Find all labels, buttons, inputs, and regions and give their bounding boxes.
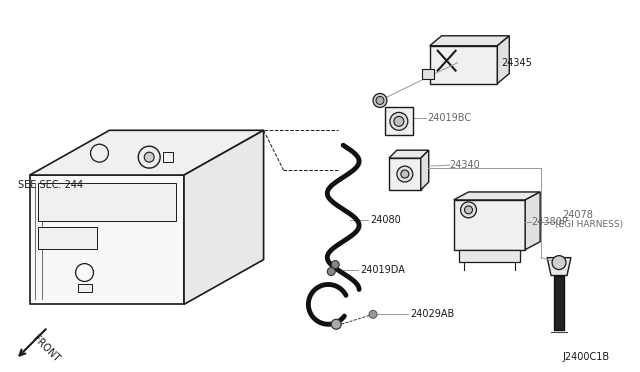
Polygon shape [389, 150, 429, 158]
Text: J2400C1B: J2400C1B [562, 352, 609, 362]
Polygon shape [184, 130, 264, 304]
Text: 24019BC: 24019BC [428, 113, 472, 124]
Polygon shape [30, 175, 184, 304]
Text: 24380P: 24380P [531, 217, 568, 227]
Text: 24340: 24340 [450, 160, 481, 170]
Circle shape [144, 152, 154, 162]
Circle shape [461, 202, 476, 218]
Circle shape [397, 166, 413, 182]
Text: 24345: 24345 [501, 58, 532, 68]
Circle shape [90, 144, 108, 162]
Circle shape [376, 96, 384, 105]
Bar [554, 276, 564, 330]
Text: FRONT: FRONT [31, 334, 61, 365]
Polygon shape [429, 36, 509, 46]
Bar [38, 227, 97, 248]
Bar [38, 183, 176, 221]
Circle shape [76, 264, 93, 282]
Circle shape [138, 146, 160, 168]
Text: 24078: 24078 [562, 210, 593, 220]
Polygon shape [30, 130, 264, 175]
Polygon shape [429, 46, 497, 84]
Bar [77, 285, 92, 292]
Circle shape [369, 310, 377, 318]
Circle shape [332, 261, 339, 269]
Text: 24019DA: 24019DA [360, 264, 405, 275]
Polygon shape [454, 192, 540, 200]
Polygon shape [497, 36, 509, 84]
Bar [163, 152, 173, 162]
Text: 24080: 24080 [370, 215, 401, 225]
Circle shape [401, 170, 409, 178]
Text: 24029AB: 24029AB [410, 309, 454, 319]
Circle shape [465, 206, 472, 214]
Polygon shape [547, 258, 571, 276]
Polygon shape [420, 150, 429, 190]
Polygon shape [454, 200, 525, 250]
Circle shape [373, 93, 387, 108]
Bar [385, 108, 413, 135]
Polygon shape [525, 192, 540, 250]
Circle shape [394, 116, 404, 126]
Text: (EGI HARNESS): (EGI HARNESS) [555, 220, 623, 229]
Circle shape [327, 267, 335, 276]
Bar [459, 250, 520, 262]
Circle shape [390, 112, 408, 130]
Circle shape [552, 256, 566, 270]
Polygon shape [389, 158, 420, 190]
Text: SEE SEC. 244: SEE SEC. 244 [18, 180, 83, 190]
Bar [422, 68, 434, 78]
Circle shape [332, 319, 341, 329]
